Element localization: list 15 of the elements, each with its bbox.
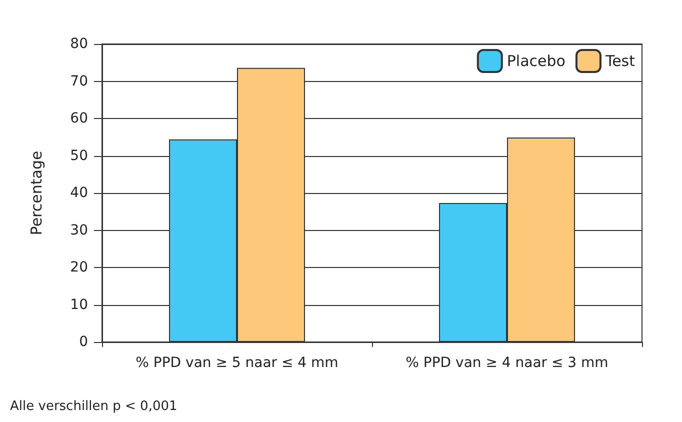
x-tick-label: % PPD van ≥ 5 naar ≤ 4 mm <box>136 355 338 371</box>
legend-label: Test <box>604 52 636 70</box>
y-tick-label: 40 <box>70 185 88 201</box>
y-tick-label: 0 <box>79 334 88 350</box>
x-tick-label: % PPD van ≥ 4 naar ≤ 3 mm <box>406 355 608 371</box>
y-tick-label: 30 <box>70 222 88 238</box>
y-tick-label: 80 <box>70 36 88 52</box>
y-tick-label: 70 <box>70 73 88 90</box>
y-tick-label: 10 <box>70 296 88 313</box>
y-axis-title: Percentage <box>28 150 46 236</box>
y-tick-label: 50 <box>70 148 88 164</box>
y-tick-label: 20 <box>70 260 88 276</box>
y-tick-label: 60 <box>70 110 88 126</box>
legend-label: Placebo <box>506 52 566 70</box>
text: Alle verschillen p < 0,001 <box>10 399 178 414</box>
